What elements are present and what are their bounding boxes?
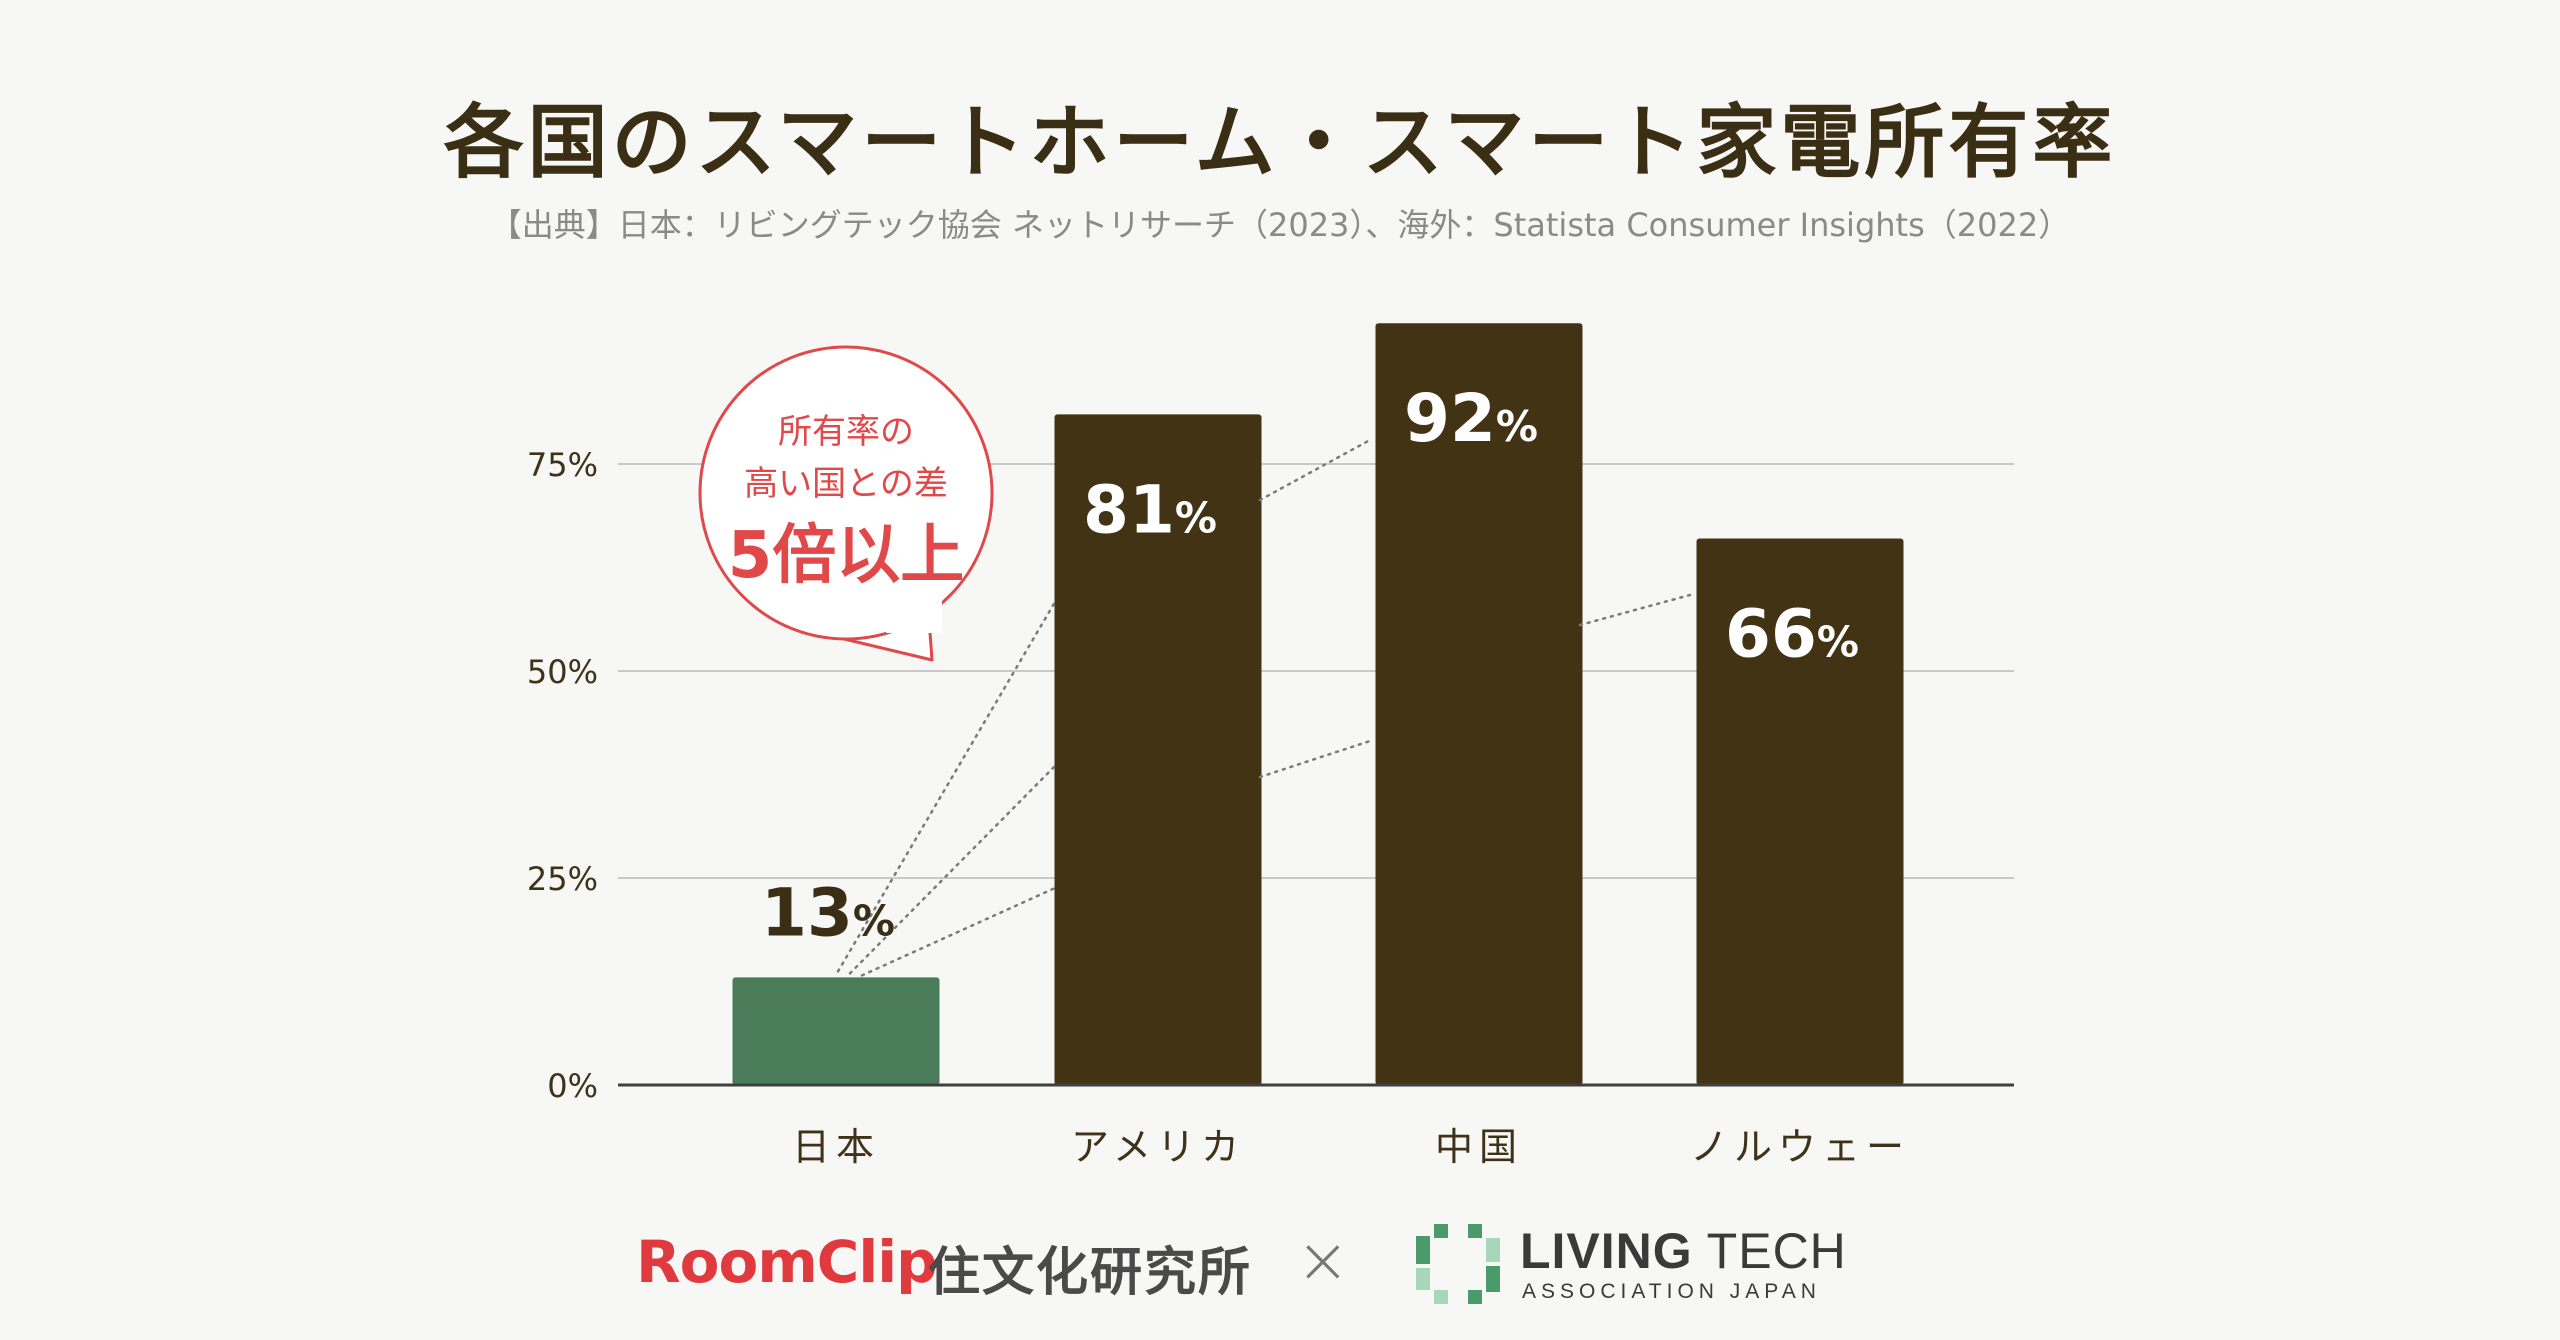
connector-line: [1258, 739, 1372, 779]
bar: [732, 977, 940, 1085]
connector-line: [1258, 438, 1372, 502]
x-category-label: アメリカ: [1071, 1125, 1245, 1169]
connector-line: [848, 764, 1057, 975]
livingtech-light: TECH: [1692, 1223, 1847, 1279]
roomclip-logo: RoomClip: [636, 1228, 938, 1296]
bar: [1375, 323, 1583, 1085]
y-tick-label: 75%: [527, 446, 598, 484]
connector-line: [836, 600, 1057, 973]
times-sign: ×: [1296, 1224, 1350, 1298]
x-category-label: 中国: [1435, 1125, 1523, 1169]
y-tick-label: 25%: [527, 860, 598, 898]
livingtech-subtitle: ASSOCIATION JAPAN: [1522, 1280, 1821, 1303]
data-label: 13%: [761, 874, 895, 951]
data-label: 81%: [1083, 471, 1217, 548]
callout-tail-mask: [886, 593, 942, 633]
callout-line3: 5倍以上: [728, 519, 965, 593]
callout-line2: 高い国との差: [744, 464, 948, 504]
livingtech-bold: LIVING: [1520, 1223, 1693, 1279]
bar: [1696, 538, 1904, 1085]
y-tick-label: 50%: [527, 653, 598, 691]
connector-line: [1578, 593, 1692, 627]
roomclip-lab-logo: 住文化研究所: [928, 1243, 1253, 1303]
bar: [1054, 414, 1262, 1085]
x-category-label: ノルウェー: [1690, 1125, 1910, 1169]
chart-title: 各国のスマートホーム・スマート家電所有率: [443, 96, 2117, 189]
callout-line1: 所有率の: [778, 412, 914, 452]
connector-line: [860, 886, 1057, 977]
callout-bubble: [698, 345, 994, 641]
x-category-label: 日本: [792, 1125, 880, 1169]
chart-source: 【出典】日本：リビングテック協会 ネットリサーチ（2023）、海外：Statis…: [489, 206, 2071, 244]
livingtech-mark-icon: [1416, 1224, 1500, 1304]
y-tick-label: 0%: [547, 1067, 598, 1105]
livingtech-logo-text: LIVING TECH: [1520, 1222, 1847, 1280]
data-label: 66%: [1725, 596, 1859, 673]
data-label: 92%: [1404, 380, 1538, 457]
